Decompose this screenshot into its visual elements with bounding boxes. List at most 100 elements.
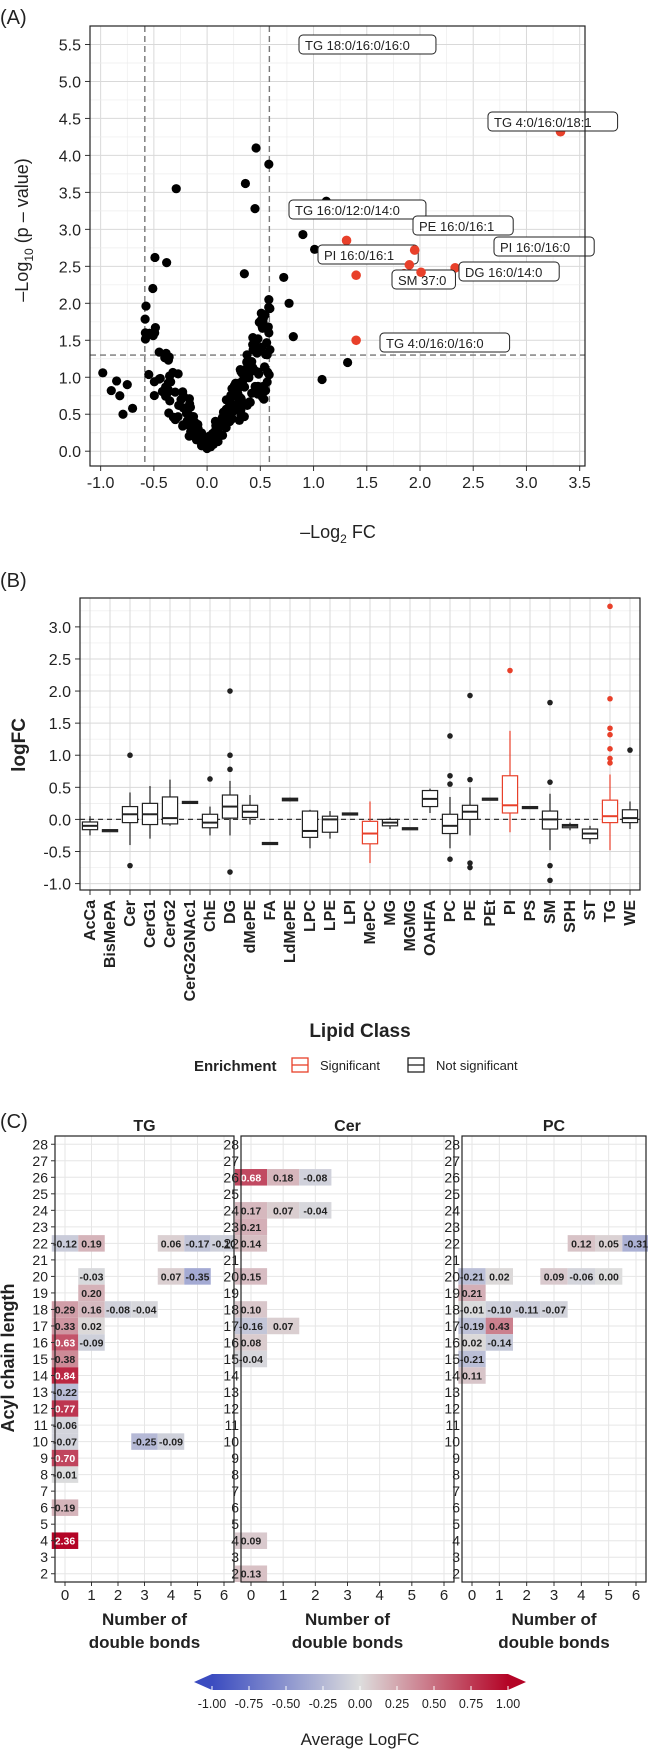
heat-cell xyxy=(234,1268,268,1285)
y-tick-label: 6 xyxy=(231,1500,239,1516)
class-label: CerG2 xyxy=(162,900,179,948)
y-tick-label: 4.5 xyxy=(59,111,81,128)
cell-value: -0.08 xyxy=(106,1304,130,1316)
class-label: SPH xyxy=(562,900,579,933)
data-point xyxy=(140,328,150,338)
y-axis-title: –Log10 (p – value) xyxy=(12,158,36,301)
y-tick-label: 25 xyxy=(223,1186,239,1202)
outlier-point xyxy=(547,699,553,706)
data-point xyxy=(112,376,122,386)
box-oahfa xyxy=(421,788,439,813)
box-cer xyxy=(121,752,139,869)
y-tick-label: 0.5 xyxy=(49,780,71,797)
cell-value: -0.07 xyxy=(542,1304,566,1316)
colorbar-tick-label: 0.25 xyxy=(385,1697,409,1711)
x-tick-label: 2 xyxy=(311,1587,319,1604)
x-axis-title: –Log2 FC xyxy=(300,522,376,546)
heat-cell xyxy=(51,1400,79,1417)
y-tick-label: 28 xyxy=(32,1136,48,1152)
x-tick-label: -1.0 xyxy=(87,475,115,492)
data-point xyxy=(148,283,158,294)
data-point xyxy=(222,404,232,414)
y-tick-label: 19 xyxy=(223,1285,239,1301)
data-point xyxy=(310,244,320,254)
y-tick-label: 20 xyxy=(32,1268,48,1284)
y-tick-label: 23 xyxy=(223,1219,239,1235)
y-tick-label: 12 xyxy=(223,1401,239,1417)
data-point xyxy=(265,303,275,314)
box-dmepe xyxy=(241,795,259,825)
y-tick-label: 28 xyxy=(223,1136,239,1152)
y-tick-label: 17 xyxy=(444,1318,460,1334)
point-label-group: PI 16:0/16:0 xyxy=(493,236,595,257)
data-point xyxy=(141,301,151,311)
outlier-point xyxy=(127,752,133,759)
point-label-group: PE 16:0/16:1 xyxy=(412,215,514,236)
heat-cell xyxy=(51,1416,79,1434)
colorbar-tick-label: -0.25 xyxy=(309,1697,338,1711)
data-point xyxy=(176,395,186,405)
box-che xyxy=(201,776,219,836)
heat-cell xyxy=(234,1350,268,1368)
x-tick-label: 2.0 xyxy=(409,475,431,492)
point-label: PI 16:0/16:1 xyxy=(324,248,394,263)
cell-value: 0.00 xyxy=(598,1271,619,1283)
data-point xyxy=(213,436,223,447)
data-point xyxy=(150,328,160,338)
data-point xyxy=(190,431,200,441)
cell-value: 0.77 xyxy=(55,1404,76,1416)
y-tick-label: 20 xyxy=(223,1268,239,1284)
cell-value: 0.02 xyxy=(489,1271,510,1283)
heat-cell xyxy=(458,1334,486,1351)
box-iqr xyxy=(301,810,319,838)
data-point xyxy=(240,178,251,189)
data-point xyxy=(144,369,154,380)
box-pet xyxy=(481,797,499,801)
outlier-point xyxy=(207,776,213,782)
cell-value: -0.06 xyxy=(53,1420,77,1432)
x-axis-title: Number of xyxy=(305,1610,390,1629)
y-tick-label: 1.0 xyxy=(59,370,81,387)
heat-cell xyxy=(157,1433,185,1450)
data-point xyxy=(181,408,192,418)
data-point xyxy=(210,416,221,426)
box-ldmepe xyxy=(281,797,299,802)
x-tick-label: 4 xyxy=(577,1587,585,1604)
point-label-box xyxy=(379,332,511,353)
outlier-point xyxy=(127,862,133,869)
point-label-box xyxy=(412,215,514,236)
point-label-group: TG 16:0/12:0/14:0 xyxy=(288,199,427,220)
y-tick-label: 14 xyxy=(32,1368,48,1384)
y-tick-label: 2.5 xyxy=(49,652,71,669)
data-point xyxy=(122,380,132,390)
data-point xyxy=(154,347,164,357)
y-tick-label: 25 xyxy=(444,1186,460,1202)
box-pc xyxy=(441,733,459,862)
legend: Enrichment Significant Not significant xyxy=(194,1057,518,1075)
y-tick-label: 14 xyxy=(444,1368,460,1384)
x-tick-label: 6 xyxy=(632,1587,640,1604)
heat-cell xyxy=(51,1350,79,1368)
y-tick-label: 7 xyxy=(231,1483,239,1499)
y-tick-label: 23 xyxy=(444,1219,460,1235)
heat-cell xyxy=(234,1235,268,1252)
heat-cell xyxy=(485,1334,513,1351)
cell-value: 0.07 xyxy=(273,1205,294,1217)
box-pi xyxy=(501,667,519,833)
y-tick-label: 16 xyxy=(223,1334,239,1350)
point-label: PE 16:0/16:1 xyxy=(419,219,494,234)
cell-value: -0.12 xyxy=(53,1238,77,1250)
box-acca xyxy=(81,816,99,836)
x-tick-label: 1 xyxy=(87,1587,95,1604)
heat-cell xyxy=(458,1367,486,1384)
point-label: SM 37:0 xyxy=(398,273,446,288)
cell-value: -0.09 xyxy=(159,1437,183,1449)
data-point xyxy=(160,382,171,392)
data-point xyxy=(127,403,138,413)
data-point xyxy=(279,272,289,283)
cell-value: -0.19 xyxy=(460,1321,484,1333)
y-tick-label: 0.0 xyxy=(49,812,71,829)
data-point xyxy=(257,323,268,333)
class-label: AcCa xyxy=(82,900,99,941)
y-tick-label: 5.5 xyxy=(59,37,81,54)
